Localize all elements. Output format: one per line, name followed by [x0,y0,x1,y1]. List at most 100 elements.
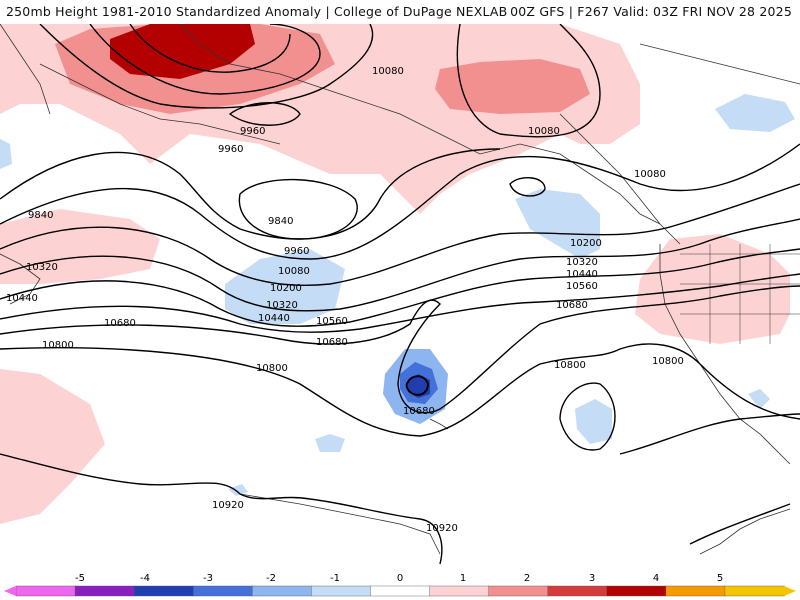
contour-9960-loop [89,24,321,95]
anomaly-shading [0,24,795,524]
contour-10440 [0,248,800,327]
colorbar-tick: 1 [460,573,466,584]
colorbar-swatch [488,585,549,597]
label-10680-east: 10680 [556,300,588,311]
map-canvas: 10080 9960 9960 10080 10080 9840 9840 99… [0,24,800,576]
label-10080-bc: 10080 [634,169,666,180]
colorbar-tick: 0 [397,573,403,584]
contour-10080-center [0,143,800,260]
colorbar-swatch [606,585,667,597]
contour-label-layer: 10080 9960 9960 10080 10080 9840 9840 99… [6,66,684,534]
header-bar: 250mb Height 1981-2010 Standardized Anom… [0,0,800,24]
label-10440-c: 10440 [258,313,290,324]
colorbar-swatch [311,585,372,597]
coast-south-islands [239,493,441,555]
label-10800-east-a: 10800 [554,360,586,371]
us-state-grid [680,244,800,344]
label-10680-west: 10680 [104,318,136,329]
coast-japan [0,253,41,305]
contour-10560 [0,273,800,333]
colorbar-tick: 3 [589,573,595,584]
label-9840-west: 9840 [28,210,53,221]
colorbar-tick: -2 [266,573,276,584]
colorbar-swatch [252,585,313,597]
colorbar-tick: 4 [653,573,659,584]
coast-canada-east [639,43,800,85]
colorbar-swatch [665,585,726,597]
contour-10800 [0,343,800,437]
contour-10680 [0,285,800,414]
colorbar-swatches [4,585,796,597]
positive-anomaly-gulf [435,59,590,114]
contour-gulf-ridge [456,24,601,138]
coast-bc [559,113,681,245]
colorbar-swatch [547,585,608,597]
colorbar-tick-labels: -5 -4 -3 -2 -1 0 1 2 3 4 5 [75,573,723,584]
colorbar: -5 -4 -3 -2 -1 0 1 2 3 4 5 [4,573,796,597]
contour-gulf-small [509,177,546,197]
negative-anomaly-west-edge [0,139,12,169]
label-10800-center: 10800 [256,363,288,374]
height-contours [0,24,800,565]
coast-hawaii [429,418,449,430]
contour-9960-center [0,148,501,240]
label-10920-b: 10920 [426,523,458,534]
contour-9840-center [238,178,358,240]
coast-mexico [699,508,791,555]
label-10800-east-b: 10800 [652,356,684,367]
label-9960-c: 9960 [284,246,309,257]
label-10800-west: 10800 [42,340,74,351]
colorbar-swatch [74,585,135,597]
label-9840-center: 9840 [268,216,293,227]
contour-10320 [0,218,800,312]
label-10920-a: 10920 [212,500,244,511]
coast-alaska [179,24,661,225]
positive-anomaly-alaska-max [110,24,255,79]
colorbar-swatch [15,585,76,597]
contour-10920-se [689,503,791,545]
colorbar-max-arrow [784,586,796,596]
label-10320-west: 10320 [26,262,58,273]
colorbar-tick: -1 [330,573,340,584]
coast-aleutians [39,63,281,145]
negative-anomaly-center [225,249,345,324]
label-10560-east: 10560 [566,281,598,292]
label-10080-c: 10080 [278,266,310,277]
colorbar-tick: 2 [524,573,530,584]
label-9960-b: 9960 [218,144,243,155]
contour-10800-south-loop [559,382,616,451]
label-10440-east: 10440 [566,269,598,280]
contour-10200 [0,183,800,286]
label-10080-gulf-alaska: 10080 [528,126,560,137]
chart-title: 250mb Height 1981-2010 Standardized Anom… [6,4,508,19]
label-10200-east: 10200 [570,238,602,249]
label-10680-cutoff: 10680 [403,406,435,417]
positive-anomaly-west-pacific [0,369,105,524]
negative-anomaly-offshore [515,189,600,259]
colorbar-tick: -4 [140,573,150,584]
colorbar-swatch [370,585,431,597]
contour-10680-cutoff-ring [405,375,430,396]
contour-10920 [0,453,443,565]
label-10320-east: 10320 [566,257,598,268]
colorbar-tick: 5 [717,573,723,584]
negative-anomaly-baja-tiny [748,389,770,409]
contour-10920-east [619,413,800,455]
coast-kamchatka [0,24,51,115]
colorbar-tick: -5 [75,573,85,584]
contour-10080-arctic [39,24,374,109]
negative-anomaly-dot [228,484,248,496]
colorbar-swatch [724,585,785,597]
colorbar-swatch [133,585,194,597]
label-10560-c: 10560 [316,316,348,327]
label-10200-c: 10200 [270,283,302,294]
colorbar-min-arrow [4,586,16,596]
negative-anomaly-south-tiny [315,434,345,452]
label-10320-c: 10320 [266,300,298,311]
colorbar-tick: -3 [203,573,213,584]
contour-9840-arctic [129,24,291,73]
negative-anomaly-south-small [575,399,612,444]
label-10680-c: 10680 [316,337,348,348]
label-9960-a: 9960 [240,126,265,137]
label-10080-north: 10080 [372,66,404,77]
